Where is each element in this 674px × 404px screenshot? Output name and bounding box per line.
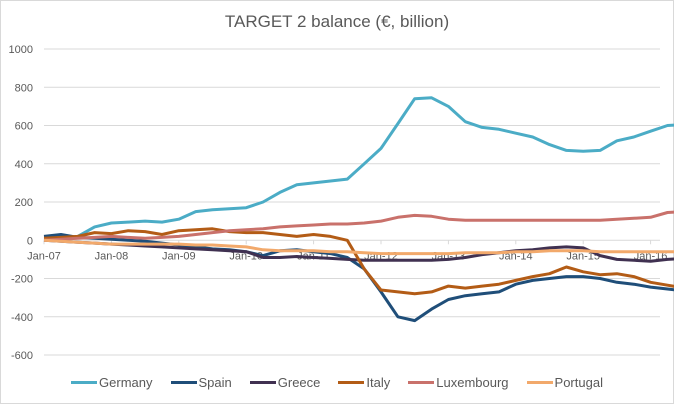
y-tick-label: 400 — [15, 159, 33, 171]
series-line-italy — [43, 227, 674, 296]
legend-swatch — [338, 381, 365, 384]
legend-swatch — [71, 381, 98, 384]
legend-label: Spain — [198, 375, 232, 390]
legend-label: Portugal — [554, 375, 603, 390]
y-tick-label: 1000 — [9, 44, 33, 56]
y-tick-label: -600 — [11, 350, 33, 362]
x-tick-label: Jan-08 — [95, 250, 129, 262]
chart-legend: Germany Spain Greece Italy Luxembourg Portuga… — [0, 375, 674, 390]
series-line-portugal — [43, 238, 674, 256]
x-tick-label: Jan-07 — [27, 250, 61, 262]
legend-swatch — [249, 381, 276, 384]
legend-item-italy: Italy — [338, 375, 390, 390]
y-tick-label: 600 — [15, 121, 33, 133]
y-tick-label: 200 — [15, 197, 33, 209]
legend-label: Germany — [99, 375, 153, 390]
series-line-luxembourg — [43, 210, 674, 242]
legend-item-spain: Spain — [170, 375, 232, 390]
legend-item-germany: Germany — [71, 375, 153, 390]
legend-item-greece: Greece — [249, 375, 321, 390]
legend-item-luxembourg: Luxembourg — [408, 375, 509, 390]
legend-swatch — [170, 381, 197, 384]
legend-swatch — [526, 381, 553, 384]
legend-label: Greece — [277, 375, 321, 390]
chart-title: TARGET 2 balance (€, billion) — [224, 12, 450, 31]
series-line-germany — [43, 96, 674, 241]
y-tick-label: -400 — [11, 312, 33, 324]
legend-swatch — [408, 381, 435, 384]
legend-label: Italy — [366, 375, 391, 390]
legend-label: Luxembourg — [436, 375, 509, 390]
y-tick-label: 800 — [15, 82, 33, 94]
series-line-greece — [43, 238, 674, 263]
y-tick-label: -200 — [11, 274, 33, 286]
x-tick-label: Jan-09 — [162, 250, 196, 262]
legend-item-portugal: Portugal — [526, 375, 603, 390]
y-tick-label: 0 — [27, 235, 33, 247]
